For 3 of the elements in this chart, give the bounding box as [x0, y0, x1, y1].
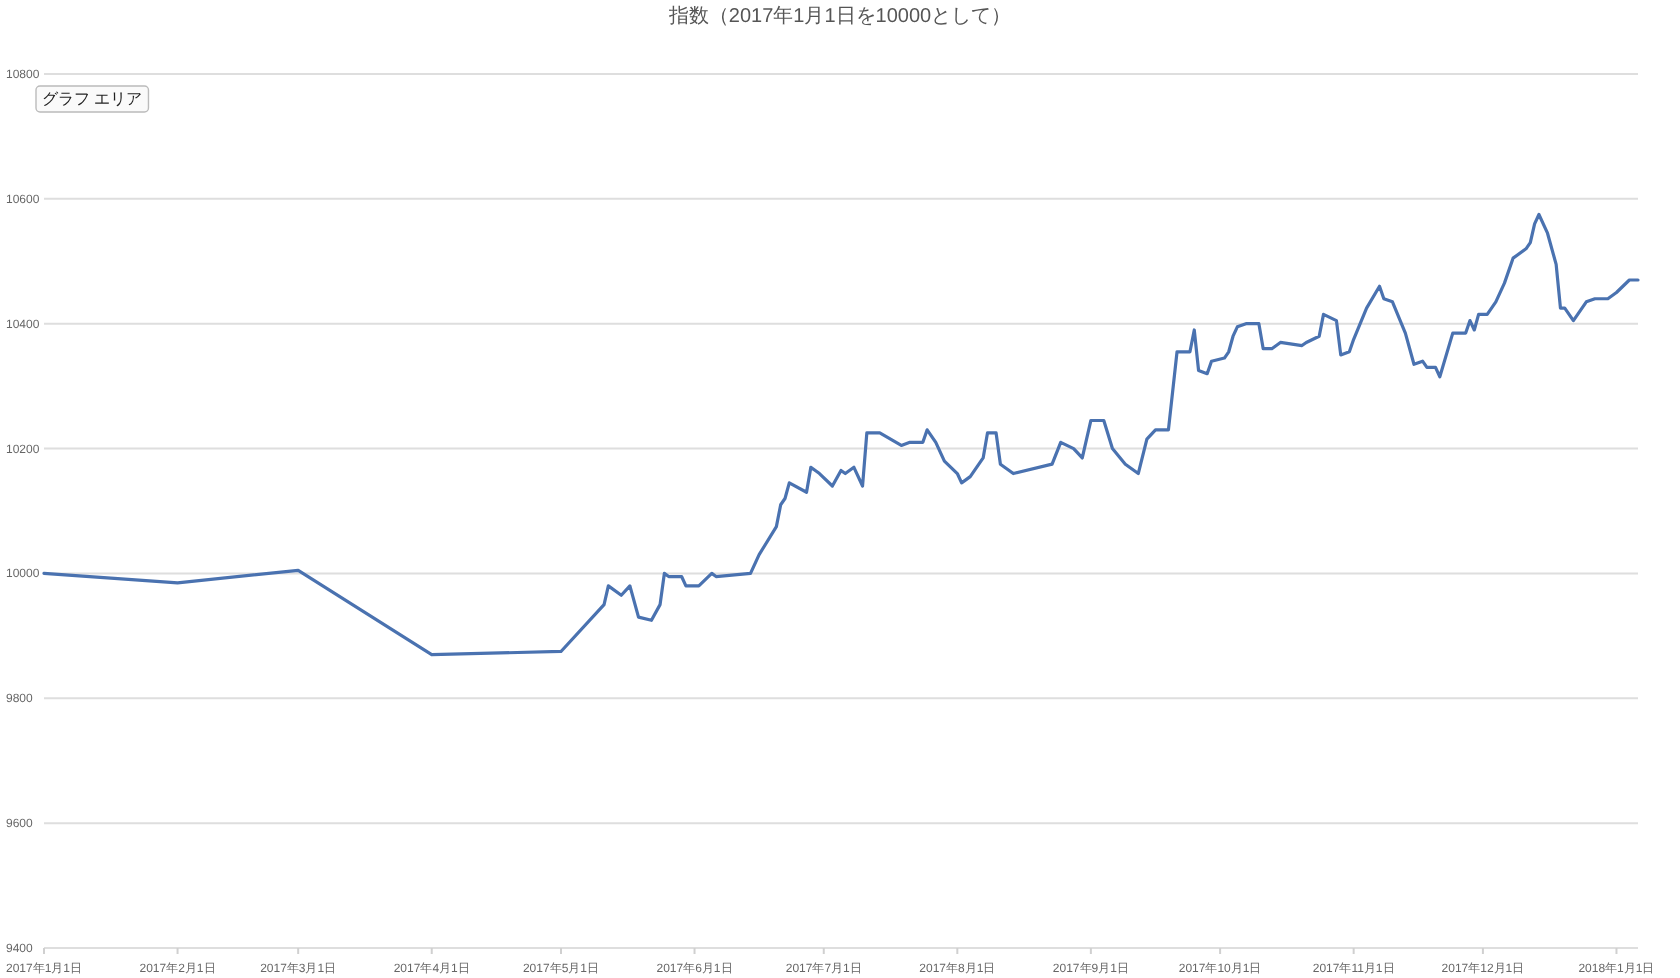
chart-title: 指数（2017年1月1日を10000として）: [666, 4, 1012, 28]
line-series: [42, 212, 1640, 657]
annotation: グラフ エリア: [42, 90, 143, 108]
